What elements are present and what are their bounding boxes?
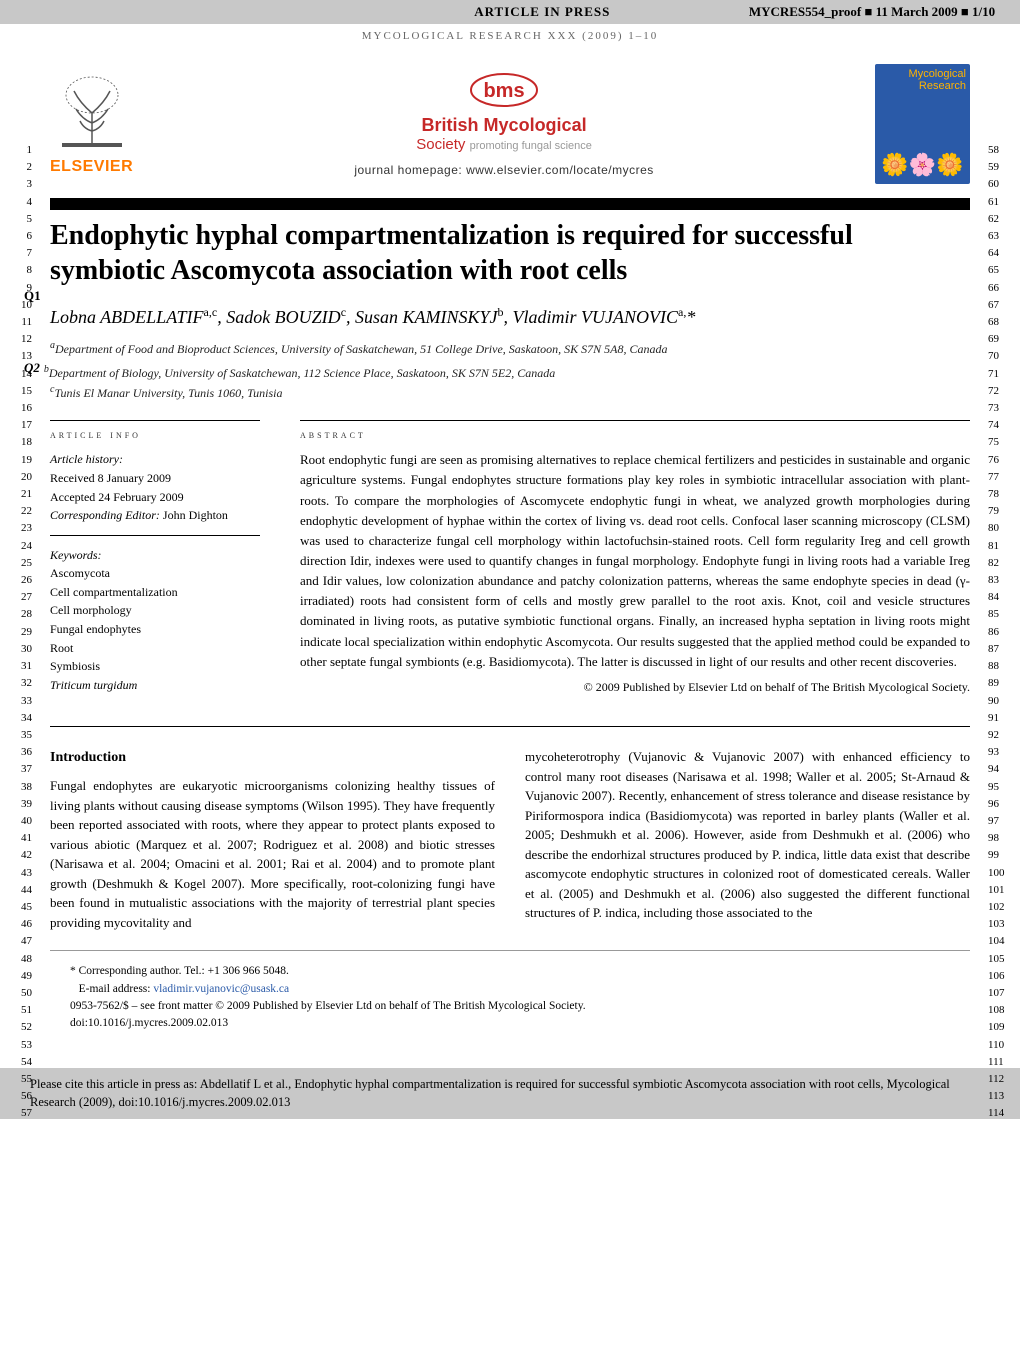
email-line: E-mail address: vladimir.vujanovic@usask…	[70, 981, 950, 998]
issn-line: 0953-7562/$ – see front matter © 2009 Pu…	[70, 998, 950, 1015]
title-rule	[50, 198, 970, 210]
bms-logo: bms	[133, 72, 875, 115]
accepted-date: Accepted 24 February 2009	[50, 488, 260, 507]
page-body: 1234567891011121314151617181920212223242…	[0, 24, 1020, 1056]
homepage-url[interactable]: www.elsevier.com/locate/mycres	[466, 163, 654, 177]
keyword-item: Symbiosis	[50, 657, 260, 676]
running-head: MYCOLOGICAL RESEARCH XXX (2009) 1–10	[30, 24, 990, 56]
doi-line: doi:10.1016/j.mycres.2009.02.013	[70, 1015, 950, 1032]
received-date: Received 8 January 2009	[50, 469, 260, 488]
intro-col-right: mycoheterotrophy (Vujanovic & Vujanovic …	[525, 747, 970, 932]
society-sub-name: Society	[416, 136, 465, 153]
article-in-press-label: ARTICLE IN PRESS	[8, 4, 610, 20]
article-history-block: Article history: Received 8 January 2009…	[50, 450, 260, 535]
info-abstract-grid: article info Article history: Received 8…	[30, 402, 990, 720]
abstract-text: Root endophytic fungi are seen as promis…	[300, 450, 970, 672]
society-subtitle: Society promoting fungal science	[133, 136, 875, 153]
intro-col-left: Introduction Fungal endophytes are eukar…	[50, 747, 495, 932]
abstract-heading: abstract	[300, 420, 970, 442]
svg-text:bms: bms	[484, 80, 525, 102]
query-marker-q1: Q1	[24, 288, 41, 304]
footnotes: * Corresponding author. Tel.: +1 306 966…	[50, 950, 970, 1036]
introduction-columns: Introduction Fungal endophytes are eukar…	[30, 747, 990, 932]
affiliations: aDepartment of Food and Bioproduct Scien…	[30, 338, 990, 402]
society-block: bms British Mycological Society promotin…	[133, 72, 875, 177]
citation-box: Please cite this article in press as: Ab…	[0, 1068, 1020, 1119]
keywords-label: Keywords:	[50, 546, 260, 565]
cover-art-icon: 🌼🌸🌼	[875, 152, 970, 178]
proof-info: MYCRES554_proof ■ 11 March 2009 ■ 1/10	[614, 4, 996, 20]
publisher-block: ELSEVIER	[50, 73, 133, 176]
journal-cover: MycologicalResearch 🌼🌸🌼	[875, 64, 970, 184]
abstract-copyright: © 2009 Published by Elsevier Ltd on beha…	[300, 680, 970, 695]
keyword-item: Fungal endophytes	[50, 620, 260, 639]
keyword-item: Cell compartmentalization	[50, 583, 260, 602]
affiliation-a: aDepartment of Food and Bioproduct Scien…	[50, 338, 970, 358]
affiliation-c: cTunis El Manar University, Tunis 1060, …	[50, 382, 970, 402]
affiliation-b: Q2bDepartment of Biology, University of …	[50, 358, 970, 382]
introduction-heading: Introduction	[50, 747, 495, 768]
corresponding-author: * Corresponding author. Tel.: +1 306 966…	[70, 963, 950, 980]
proof-header-strip: ARTICLE IN PRESS MYCRES554_proof ■ 11 Ma…	[0, 0, 1020, 24]
keyword-item: Cell morphology	[50, 601, 260, 620]
history-label: Article history:	[50, 450, 260, 469]
author-list: Lobna ABDELLATIFa,c, Sadok BOUZIDc, Susa…	[30, 291, 990, 338]
article-info-column: article info Article history: Received 8…	[50, 420, 260, 714]
elsevier-tree-icon	[52, 73, 132, 153]
intro-text-left: Fungal endophytes are eukaryotic microor…	[50, 778, 495, 930]
society-tagline: promoting fungal science	[470, 140, 592, 152]
cover-journal-name: MycologicalResearch	[909, 68, 966, 92]
abstract-column: abstract Root endophytic fungi are seen …	[300, 420, 970, 714]
homepage-line: journal homepage: www.elsevier.com/locat…	[133, 163, 875, 177]
homepage-label: journal homepage:	[354, 163, 462, 177]
keywords-block: Keywords: AscomycotaCell compartmentaliz…	[50, 546, 260, 705]
keyword-item: Root	[50, 639, 260, 658]
keyword-item: Ascomycota	[50, 564, 260, 583]
line-numbers-right: 5859606162636465666768697071727374757677…	[988, 142, 1010, 1123]
section-rule	[50, 726, 970, 727]
journal-header: ELSEVIER bms British Mycological Society…	[50, 56, 970, 194]
publisher-name: ELSEVIER	[50, 158, 133, 176]
keyword-item: Triticum turgidum	[50, 676, 260, 695]
article-info-heading: article info	[50, 420, 260, 442]
author-email[interactable]: vladimir.vujanovic@usask.ca	[153, 983, 289, 995]
intro-text-right: mycoheterotrophy (Vujanovic & Vujanovic …	[525, 749, 970, 920]
editor-line: Corresponding Editor: John Dighton	[50, 506, 260, 525]
society-title: British Mycological	[133, 115, 875, 136]
